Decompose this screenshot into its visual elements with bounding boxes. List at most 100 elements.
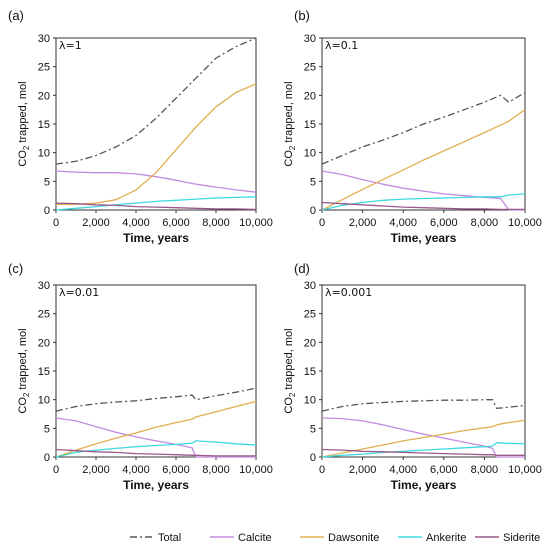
x-tick-label: 0	[53, 217, 59, 229]
series-line-total	[321, 91, 526, 165]
panel-label: (d)	[294, 261, 310, 276]
y-tick-label: 20	[304, 337, 316, 349]
x-tick-label: 4,000	[122, 217, 150, 229]
series-line-total	[55, 387, 257, 412]
x-tick-label: 6,000	[430, 464, 458, 476]
y-tick-label: 25	[38, 62, 50, 74]
panel-4: (d) λ=0.001 0 5 10 15 20 25 30 0 2,000 4,000 6,000 8,…	[283, 261, 542, 492]
y-axis-title: CO2 trapped, mol	[283, 81, 297, 166]
x-tick-label: 10,000	[239, 464, 273, 476]
y-tick-label: 25	[304, 309, 316, 321]
lambda-annotation: λ=0.01	[59, 286, 99, 299]
y-axis-title: CO2 trapped, mol	[283, 328, 297, 413]
legend-label-dawsonite: Dawsonite	[328, 532, 379, 544]
plot-frame	[55, 284, 257, 458]
series-line-ankerite	[55, 440, 257, 458]
x-tick-label: 0	[53, 464, 59, 476]
y-tick-label: 25	[304, 62, 316, 74]
lambda-annotation: λ=0.1	[325, 39, 358, 52]
series-line-ankerite	[321, 193, 526, 211]
y-axis-title: CO2 trapped, mol	[17, 328, 31, 413]
x-axis-title: Time, years	[391, 478, 457, 492]
x-tick-label: 4,000	[389, 217, 417, 229]
series-line-siderite	[55, 448, 256, 457]
lambda-annotation: λ=0.001	[325, 286, 372, 299]
y-tick-label: 5	[310, 176, 316, 188]
series-line-calcite	[55, 417, 256, 458]
series-line-siderite	[321, 201, 525, 211]
y-tick-label: 10	[38, 148, 50, 160]
y-tick-label: 10	[38, 395, 50, 407]
x-tick-label: 6,000	[162, 464, 190, 476]
x-tick-label: 6,000	[430, 217, 458, 229]
y-tick-label: 30	[38, 33, 50, 45]
panel-1: (a) λ=1 0 5 10 15 20 25 30 0 2,000 4,000 6,000 8,000 1…	[8, 8, 273, 245]
y-tick-label: 25	[38, 309, 50, 321]
x-tick-label: 4,000	[122, 464, 150, 476]
y-tick-label: 15	[304, 366, 316, 378]
x-tick-label: 10,000	[239, 217, 273, 229]
series-line-total	[321, 399, 526, 412]
series-line-calcite	[321, 417, 525, 458]
y-axis-title: CO2 trapped, mol	[17, 81, 31, 166]
y-tick-label: 30	[38, 280, 50, 292]
x-tick-label: 0	[319, 217, 325, 229]
x-tick-label: 8,000	[471, 464, 499, 476]
x-axis-title: Time, years	[391, 231, 457, 245]
panel-label: (a)	[8, 8, 24, 23]
x-tick-label: 8,000	[202, 217, 230, 229]
x-tick-label: 4,000	[389, 464, 417, 476]
series-line-siderite	[55, 202, 257, 211]
x-axis-title: Time, years	[123, 231, 189, 245]
legend: Total Calcite Dawsonite Ankerite Siderite	[130, 532, 540, 544]
y-tick-label: 15	[38, 119, 50, 131]
y-tick-label: 15	[38, 366, 50, 378]
x-tick-label: 6,000	[162, 217, 190, 229]
panel-label: (b)	[294, 8, 310, 23]
y-tick-label: 5	[310, 423, 316, 435]
y-tick-label: 20	[38, 337, 50, 349]
x-tick-label: 2,000	[349, 464, 377, 476]
y-tick-label: 30	[304, 33, 316, 45]
panel-3: (c) λ=0.01 0 5 10 15 20 25 30 0 2,000 4,000 6,000 8,0…	[8, 261, 273, 492]
series-line-ankerite	[55, 196, 257, 211]
y-tick-label: 5	[44, 176, 50, 188]
series-line-ankerite	[321, 442, 526, 458]
panel-2: (b) λ=0.1 0 5 10 15 20 25 30 0 2,000 4,000 6,000 8,00…	[283, 8, 542, 245]
legend-label-calcite: Calcite	[238, 532, 272, 544]
legend-label-ankerite: Ankerite	[426, 532, 466, 544]
x-tick-label: 2,000	[82, 464, 110, 476]
series-line-dawsonite	[321, 109, 526, 211]
y-tick-label: 15	[304, 119, 316, 131]
series-line-calcite	[55, 170, 257, 193]
plot-frame	[55, 37, 257, 211]
series-line-dawsonite	[56, 83, 257, 205]
x-tick-label: 2,000	[349, 217, 377, 229]
y-tick-label: 0	[310, 205, 316, 217]
x-tick-label: 8,000	[471, 217, 499, 229]
series-line-dawsonite	[55, 400, 257, 458]
series-line-siderite	[321, 448, 525, 456]
y-tick-label: 0	[310, 452, 316, 464]
series-line-dawsonite	[321, 419, 526, 458]
y-tick-label: 20	[38, 90, 50, 102]
legend-label-total: Total	[158, 532, 181, 544]
x-tick-label: 10,000	[508, 464, 542, 476]
y-tick-label: 20	[304, 90, 316, 102]
x-tick-label: 10,000	[508, 217, 542, 229]
plot-frame	[321, 284, 526, 458]
panel-label: (c)	[8, 261, 23, 276]
x-axis-title: Time, years	[123, 478, 189, 492]
lambda-annotation: λ=1	[59, 39, 82, 52]
series-line-total	[55, 37, 257, 165]
y-tick-label: 5	[44, 423, 50, 435]
x-tick-label: 2,000	[82, 217, 110, 229]
x-tick-label: 0	[319, 464, 325, 476]
y-tick-label: 10	[304, 148, 316, 160]
y-tick-label: 0	[44, 205, 50, 217]
series-line-calcite	[321, 170, 525, 211]
legend-label-siderite: Siderite	[503, 532, 540, 544]
y-tick-label: 30	[304, 280, 316, 292]
